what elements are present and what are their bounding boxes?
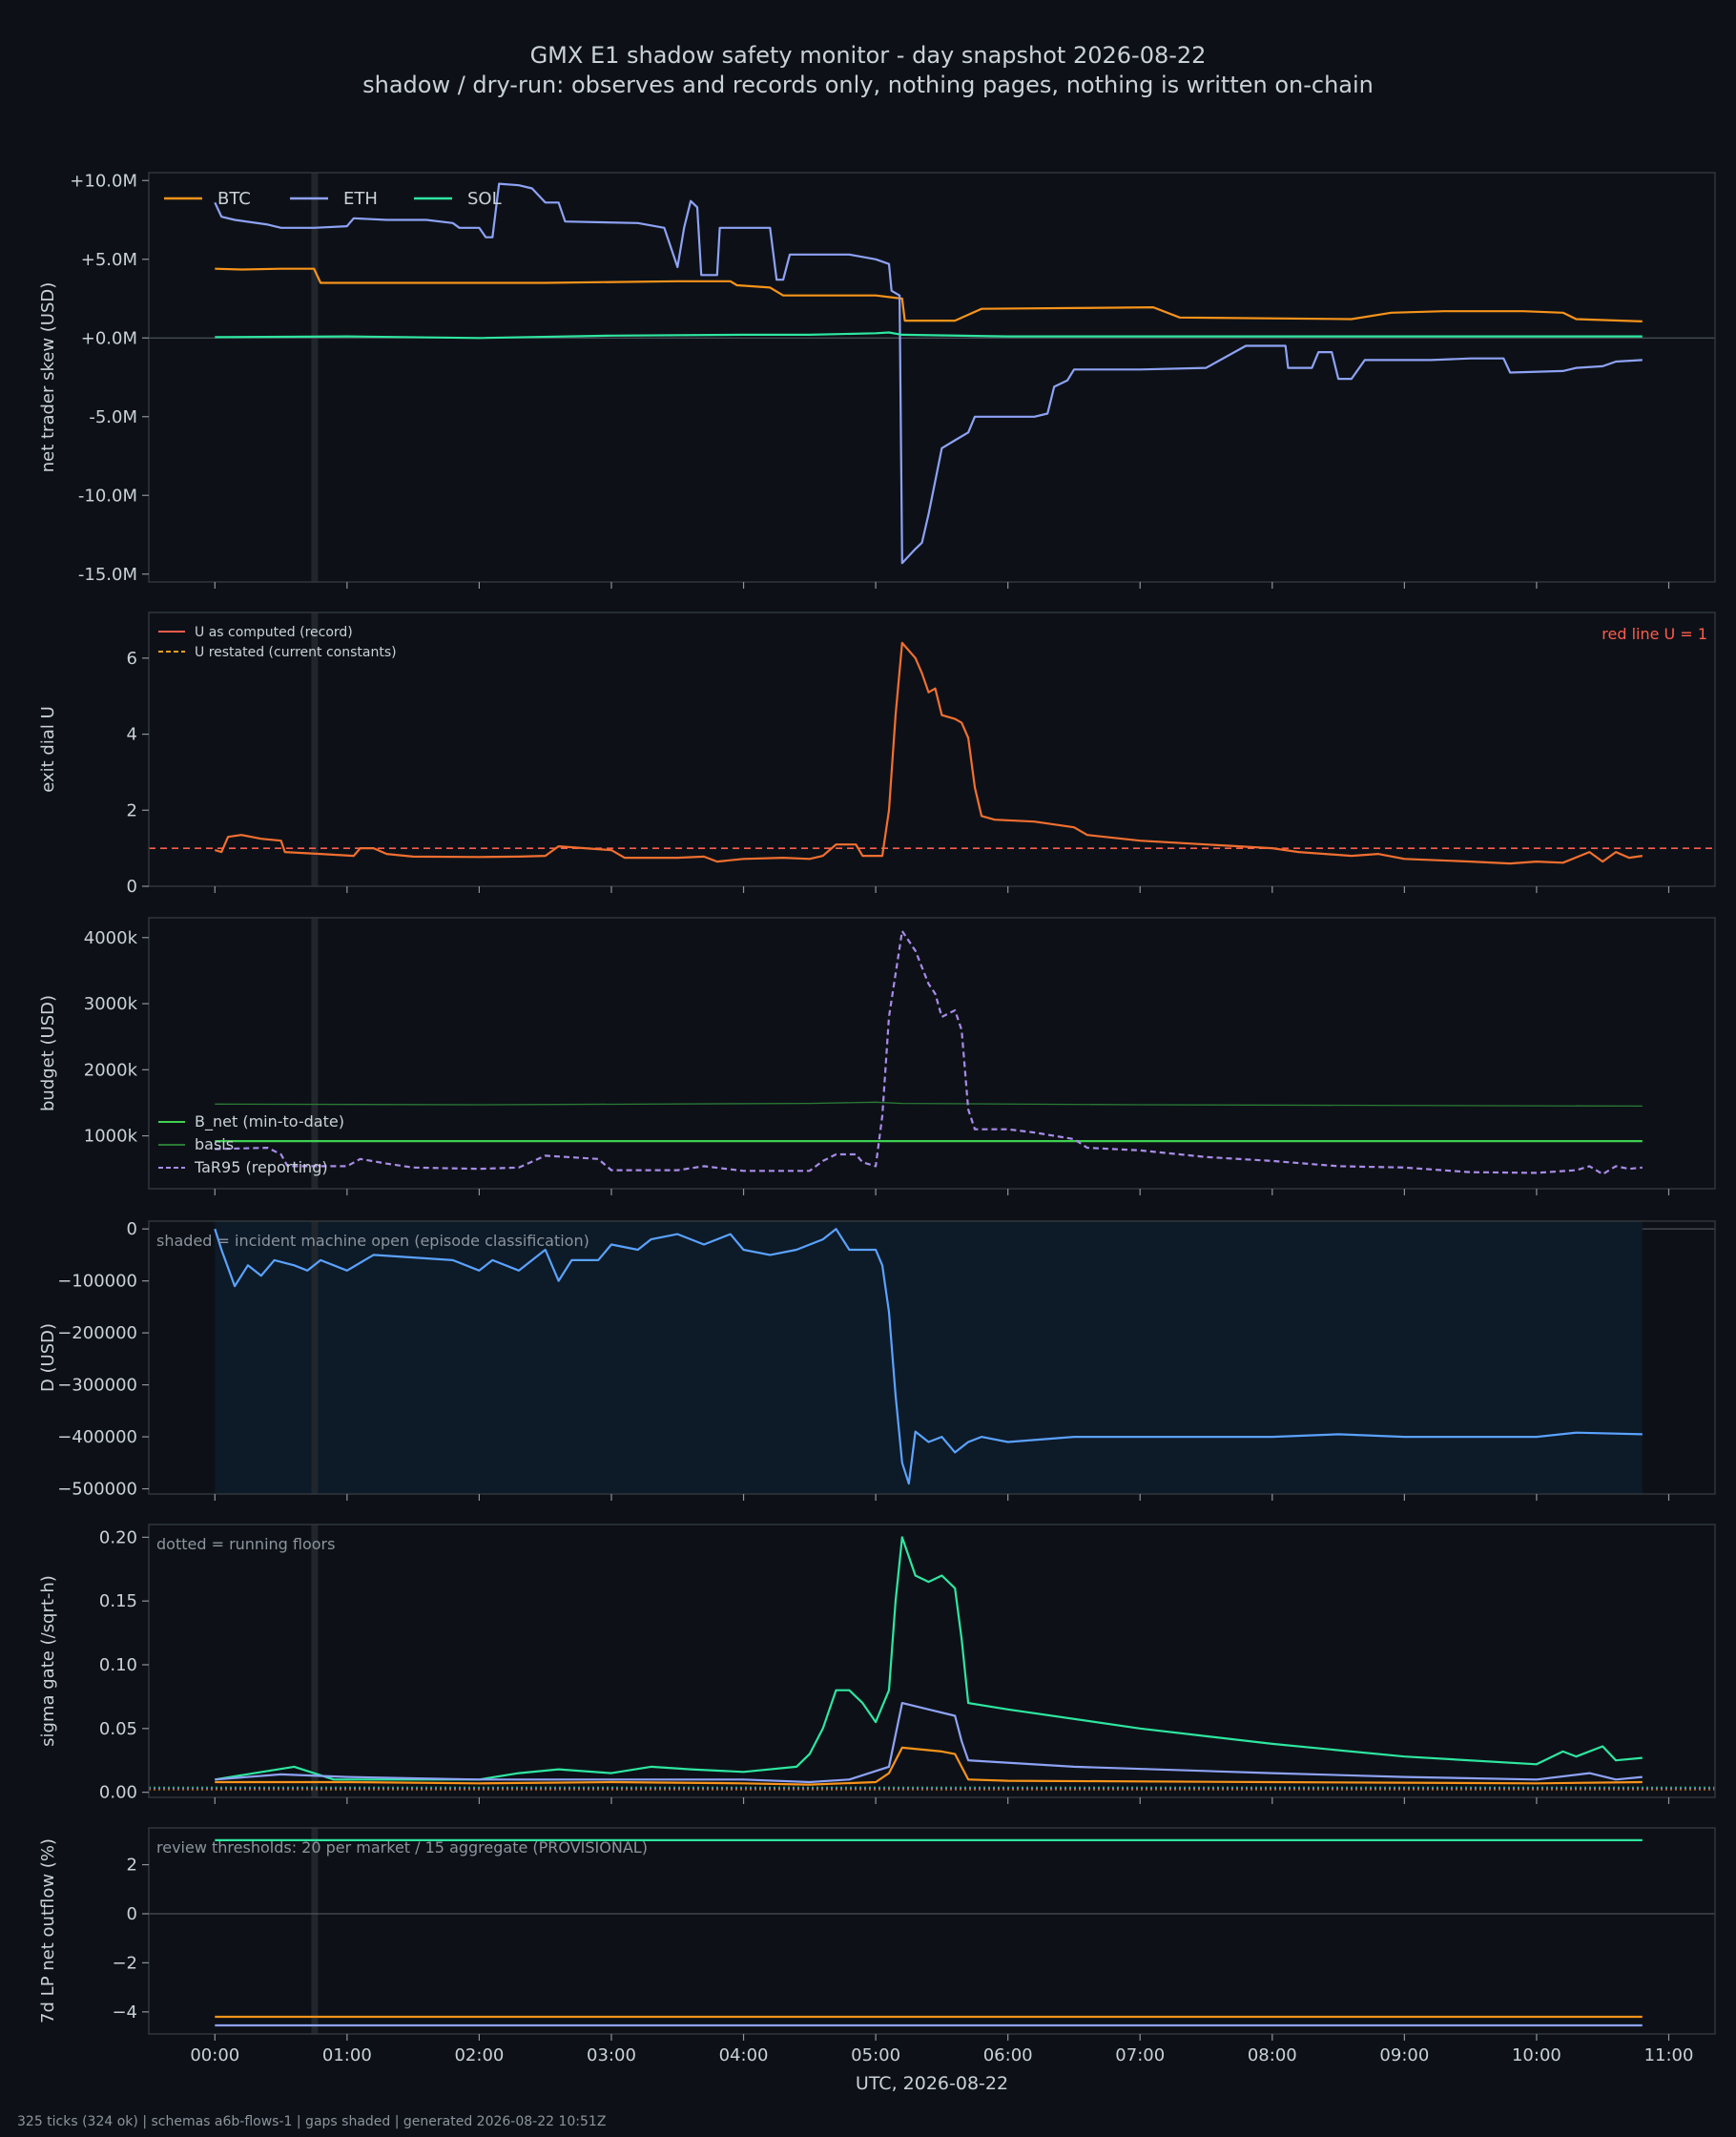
- figure-subtitle: shadow / dry-run: observes and records o…: [362, 72, 1374, 98]
- y-tick-label: 1000k: [84, 1127, 138, 1147]
- y-axis-label: budget (USD): [38, 995, 58, 1111]
- series-line-u-as-computed-record-: [214, 641, 1643, 865]
- panel-lp: −4 −2 0 2 7d LP net outflow (%) review thresh…: [38, 1827, 1716, 2041]
- footer-status: 325 ticks (324 ok) | schemas a6b-flows-1…: [17, 2114, 606, 2129]
- legend-entry: U as computed (record): [195, 625, 353, 640]
- legend-entry: B_net (min-to-date): [195, 1112, 344, 1131]
- y-tick-label: +0.0M: [81, 328, 137, 348]
- y-tick-label: −100000: [57, 1272, 137, 1292]
- x-tick-label: 09:00: [1379, 2045, 1429, 2065]
- x-tick-label: 10:00: [1512, 2045, 1561, 2065]
- legend-entry: TaR95 (reporting): [194, 1158, 328, 1176]
- y-tick-label: -15.0M: [78, 565, 137, 585]
- x-tick-label: 01:00: [322, 2045, 372, 2065]
- figure-title: GMX E1 shadow safety monitor - day snaps…: [530, 42, 1207, 69]
- x-tick-label: 11:00: [1644, 2045, 1694, 2065]
- y-tick-label: 2: [127, 800, 137, 820]
- y-tick-label: +5.0M: [81, 250, 137, 270]
- series-line-tar95-reporting-: [215, 929, 1643, 1175]
- y-tick-label: 0.10: [99, 1655, 137, 1675]
- panel-annotation: shaded = incident machine open (episode …: [156, 1232, 589, 1250]
- y-tick-label: −2: [112, 1953, 137, 1973]
- y-tick-label: −400000: [57, 1427, 137, 1447]
- x-tick-label: 06:00: [983, 2045, 1033, 2065]
- series-line-sol: [215, 331, 1643, 340]
- y-tick-label: 6: [127, 649, 137, 669]
- series-line-btc: [215, 267, 1643, 322]
- panel-frame: [148, 612, 1716, 887]
- panel-budget: 1000k 2000k 3000k 4000k budget (USD) B_net (m…: [38, 917, 1716, 1195]
- legend-entry: SOL: [467, 189, 502, 209]
- panel-frame: [148, 917, 1716, 1190]
- gap-band: [311, 612, 319, 886]
- y-axis-label: net trader skew (USD): [38, 282, 58, 473]
- y-tick-label: −200000: [57, 1323, 137, 1343]
- series-line-btc: [215, 1746, 1643, 1786]
- y-tick-label: 2: [127, 1856, 137, 1876]
- x-tick-label: 08:00: [1248, 2045, 1297, 2065]
- panel-annotation: review thresholds: 20 per market / 15 ag…: [156, 1838, 648, 1857]
- panel-frame: [148, 1524, 1716, 1798]
- panel-annotation: dotted = running floors: [156, 1535, 335, 1553]
- series-line-basis: [215, 1101, 1643, 1108]
- legend-entry: BTC: [217, 189, 251, 209]
- x-tick-label: 02:00: [454, 2045, 504, 2065]
- y-axis-label: exit dial U: [38, 706, 58, 793]
- x-tick-label: 00:00: [190, 2045, 239, 2065]
- y-tick-label: 0: [127, 1904, 137, 1924]
- y-tick-label: 0.00: [99, 1783, 137, 1803]
- y-tick-label: 0.05: [99, 1719, 137, 1739]
- y-tick-label: −4: [112, 2002, 137, 2023]
- panel-sigma: 0.00 0.05 0.10 0.15 0.20 sigma gate (/sqrt-h)…: [38, 1524, 1716, 1804]
- y-tick-label: −500000: [57, 1480, 137, 1500]
- series-line-eth: [215, 1702, 1643, 1784]
- gap-band: [311, 1525, 319, 1797]
- legend-entry: ETH: [343, 189, 378, 209]
- panels: +10.0M +5.0M +0.0M -5.0M -10.0M -15.0M net tra…: [38, 171, 1716, 2094]
- y-tick-label: -5.0M: [89, 407, 137, 427]
- legend-entry: basis: [195, 1135, 234, 1153]
- x-axis-label: UTC, 2026-08-22: [856, 2073, 1008, 2094]
- panel-frame: [148, 1220, 1716, 1495]
- gap-band: [311, 173, 319, 582]
- panel-exit: 0 2 4 6 exit dial U red line U = 1 U as comput…: [38, 612, 1716, 897]
- panel-skew: +10.0M +5.0M +0.0M -5.0M -10.0M -15.0M net tra…: [38, 171, 1716, 589]
- y-tick-label: 2000k: [84, 1060, 138, 1080]
- y-tick-label: 0: [127, 1219, 137, 1239]
- x-tick-label: 05:00: [851, 2045, 900, 2065]
- y-tick-label: 0: [127, 877, 137, 897]
- panel-frame: [148, 172, 1716, 583]
- y-tick-label: 4: [127, 725, 137, 745]
- legend-entry: U restated (current constants): [195, 645, 397, 660]
- y-tick-label: 3000k: [84, 994, 138, 1014]
- series-line-d: [214, 1228, 1643, 1485]
- y-tick-label: 0.15: [99, 1591, 137, 1611]
- gap-band: [311, 1221, 319, 1494]
- y-axis-label: sigma gate (/sqrt-h): [38, 1575, 58, 1747]
- y-axis-label: D (USD): [38, 1323, 58, 1392]
- incident-shade: [215, 1221, 1643, 1494]
- gap-band: [311, 918, 319, 1189]
- y-tick-label: 4000k: [84, 928, 138, 948]
- y-axis-label: 7d LP net outflow (%): [38, 1838, 58, 2023]
- x-tick-label: 03:00: [587, 2045, 636, 2065]
- red-line-annotation: red line U = 1: [1602, 625, 1707, 643]
- panel-drawdown: 0 −100000 −200000 −300000 −400000 −500000 D (U…: [38, 1219, 1716, 1501]
- x-tick-label: 07:00: [1115, 2045, 1165, 2065]
- y-tick-label: +10.0M: [70, 171, 137, 191]
- series-line-eth: [214, 182, 1643, 565]
- gap-band: [311, 1828, 319, 2034]
- series-line-sol: [215, 1536, 1643, 1781]
- y-tick-label: 0.20: [99, 1527, 137, 1547]
- x-tick-label: 04:00: [719, 2045, 769, 2065]
- y-tick-label: −300000: [57, 1376, 137, 1396]
- panel-frame: [148, 1827, 1716, 2035]
- y-tick-label: -10.0M: [78, 486, 137, 506]
